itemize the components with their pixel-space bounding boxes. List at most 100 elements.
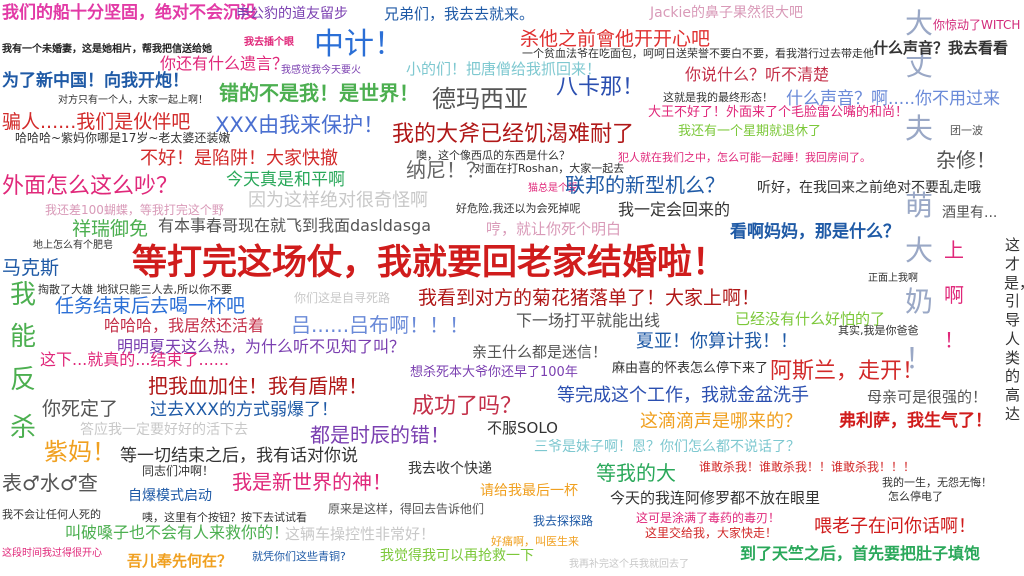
phrase: 大 <box>905 7 934 40</box>
phrase: 原来是这样，得回去告诉他们 <box>328 502 485 516</box>
phrase: 任务结束后去喝一杯吧 <box>55 295 246 317</box>
phrase: 好危险,我还以为会死掉呢 <box>456 202 581 215</box>
phrase: 不好！是陷阱！大家快撤 <box>140 148 338 169</box>
phrase: 过去XXX的方式弱爆了！ <box>150 400 338 420</box>
phrase: 这可是涂满了毒药的毒刃！ <box>636 511 781 525</box>
phrase: 我一定会回来的 <box>618 200 731 219</box>
phrase: 什么声音？我去看看 <box>873 39 1009 57</box>
phrase: 地上怎么有个肥皂 <box>33 240 113 251</box>
phrase: 我是新世界的神！ <box>232 470 392 494</box>
phrase: 听好，在我回来之前绝对不要乱走哦 <box>757 180 981 196</box>
phrase: 这下...就真的...结束了...... <box>40 350 230 369</box>
phrase: 今天的我连阿修罗都不放在眼里 <box>610 489 821 507</box>
phrase: 萌 <box>905 189 934 222</box>
phrase: 下一场打平就能出线 <box>516 311 661 330</box>
phrase: 猫总是个受 <box>528 183 578 194</box>
phrase: 哈哈哈，我居然还活着 <box>104 316 265 335</box>
phrase: 其实,我是你爸爸 <box>838 324 919 337</box>
phrase: 这滴滴声是哪来的？ <box>640 411 802 432</box>
phrase: 我还有一个星期就退休了 <box>678 124 822 139</box>
phrase: 反 <box>10 365 37 395</box>
phrase: 答应我一定要好好的活下去 <box>80 422 248 438</box>
phrase: 联邦的新型机么？ <box>565 173 725 197</box>
phrase: 今天真是和平啊 <box>226 170 345 190</box>
phrase: 德玛西亚 <box>432 85 528 113</box>
phrase: 你还有什么遗言？ <box>160 54 289 73</box>
phrase: 吕......吕布啊！！！ <box>291 313 470 337</box>
phrase: 到了天竺之后，首先要把肚子填饱 <box>740 544 981 563</box>
phrase: 谁敢杀我！谁敢杀我！！谁敢杀我！！！ <box>699 460 916 474</box>
phrase: 自爆模式启动 <box>128 488 212 504</box>
phrase: 就凭你们这些青铜? <box>252 550 346 563</box>
phrase: 对方只有一个人，大家一起上啊！ <box>58 95 208 106</box>
phrase: 八卡那！ <box>556 75 645 100</box>
phrase: 申公豹的道友留步 <box>236 6 348 22</box>
phrase: 这段时间我过得很开心 <box>2 548 102 559</box>
phrase: 我去插个眼 <box>244 37 294 48</box>
phrase: 等一切结束之后，我有话对你说 <box>120 446 358 466</box>
phrase: 什么声音？啊.....你不用过来 <box>786 89 1001 109</box>
phrase: 我们的船十分坚固，绝对不会沉没 <box>2 3 257 23</box>
phrase: 啊 <box>944 283 964 307</box>
phrase: 犯人就在我们之中，怎么可能一起睡！我回房间了。 <box>618 151 871 164</box>
phrase: 紫妈！ <box>44 438 116 466</box>
phrase: 我看到对方的菊花猪落单了！大家上啊！ <box>418 287 761 309</box>
phrase: 麻由喜的怀表怎么停下来了 <box>612 361 769 376</box>
phrase: 弗利萨，我生气了！ <box>839 411 992 431</box>
phrase: 掏散了大雄 地狱只能三人去,所以你不要 <box>38 283 232 296</box>
phrase: 噢，这个像西瓜的东西是什么？ <box>416 149 570 162</box>
phrase: XXX由我来保护！ <box>215 113 385 137</box>
phrase: 上 <box>944 238 964 262</box>
phrase: 我的一生，无怨无悔！ <box>882 476 992 489</box>
phrase: 团一波 <box>950 124 983 137</box>
phrase: 我觉得我可以再抢救一下 <box>380 548 534 564</box>
phrase: 小的们！把唐僧给我抓回来！ <box>406 60 602 78</box>
phrase: 因为这样绝对很奇怪啊 <box>248 190 428 211</box>
phrase: 三爷是妹子啊！恩？你们怎么都不说话了？ <box>534 439 800 455</box>
phrase: 请给我最后一杯 <box>480 483 578 499</box>
phrase: 等完成这个工作，我就金盆洗手 <box>557 385 809 406</box>
phrase: 兄弟们，我去去就来。 <box>384 5 535 23</box>
phrase: 外面怎么这么吵？ <box>2 174 179 199</box>
phrase: 我 <box>10 280 37 310</box>
phrase: 阿斯兰，走开！ <box>770 359 925 384</box>
phrase: ！ <box>944 328 964 352</box>
phrase: 大 <box>905 234 934 267</box>
phrase: 你死定了 <box>42 398 119 420</box>
phrase: 想杀死本大爷你还早了100年 <box>410 365 578 380</box>
phrase: 我去探探路 <box>533 514 594 528</box>
phrase: 我的大斧已经饥渴难耐了 <box>392 122 635 147</box>
phrase: 你们这是自寻死路 <box>294 291 391 305</box>
phrase: 明明夏天这么热，为什么听不见知了叫？ <box>117 337 406 356</box>
phrase: 我不会让任何人死的 <box>2 508 101 521</box>
phrase: 中计！ <box>314 27 404 62</box>
phrase: 我再补完这个兵我就回去了 <box>569 559 689 570</box>
phrase: 已经没有什么好怕的了 <box>735 310 886 328</box>
phrase: 这辆车操控性非常好！ <box>285 525 436 543</box>
phrase: 杀 <box>10 413 37 443</box>
phrase: 为了新中国！向我开炮！ <box>2 71 189 91</box>
phrase: 母亲可是很强的！ <box>867 388 988 406</box>
phrase: 好痛啊，叫医生来 <box>491 535 579 548</box>
phrase: 怎么停电了 <box>888 490 943 503</box>
phrase: ！ <box>905 342 934 375</box>
phrase: 丈 <box>905 49 934 82</box>
phrase: 大王不好了！外面来了个毛脸雷公嘴的和尚！ <box>648 105 909 120</box>
phrase: 表♂水♂查 <box>2 471 98 495</box>
phrase: 咦，这里有个按钮？按下去试试看 <box>142 511 307 524</box>
phrase: 夏亚！你算计我！！ <box>636 331 798 352</box>
phrase: 马克斯 <box>2 257 60 279</box>
phrase: 这就是我的最终形态！ <box>663 91 773 104</box>
phrase: 看啊妈妈，那是什么？ <box>730 222 900 242</box>
phrase: 你惊动了WITCH <box>933 18 1021 32</box>
phrase: 哼，就让你死个明白 <box>486 220 622 238</box>
phrase: 这里交给我，大家快走！ <box>645 526 778 540</box>
phrase: 奶 <box>905 285 934 318</box>
phrase: 同志们冲啊！ <box>142 464 215 478</box>
phrase: 我还差100蝴蝶，等我打完这个野 <box>45 203 224 217</box>
phrase: 把我血加住！我有盾牌！ <box>148 374 368 398</box>
phrase: 我去收个快递 <box>408 461 492 477</box>
phrase: 叫破嗓子也不会有人来救你的！ <box>65 523 290 542</box>
phrase: 等我的大 <box>596 461 676 485</box>
phrase: 等打完这场仗，我就要回老家结婚啦！ <box>132 243 728 283</box>
